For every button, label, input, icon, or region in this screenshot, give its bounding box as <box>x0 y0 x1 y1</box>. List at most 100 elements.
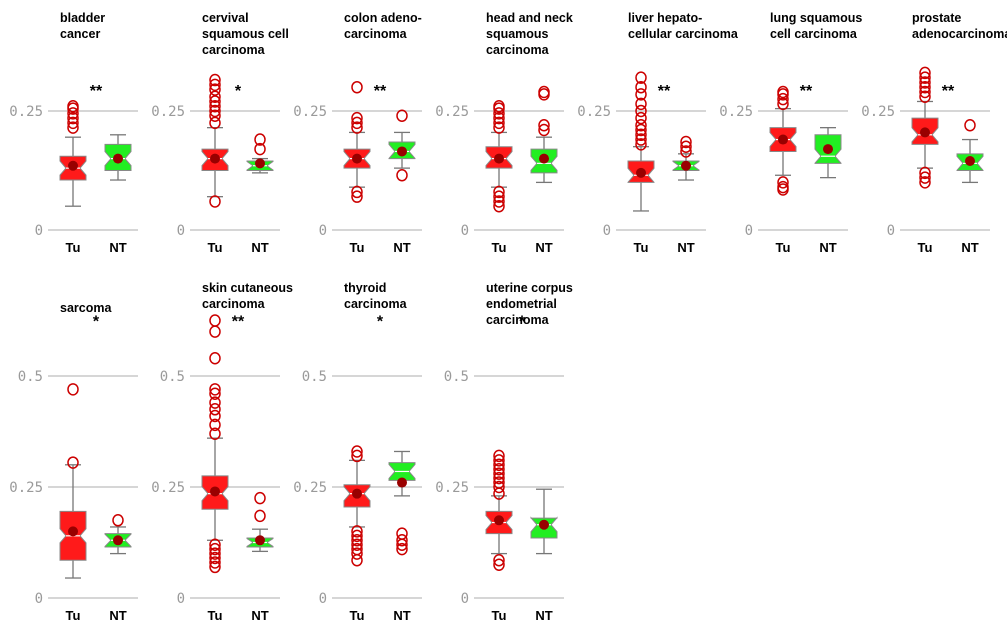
outlier-point <box>635 133 647 146</box>
mean-marker <box>68 160 78 171</box>
tumor-box: Tu <box>343 80 371 255</box>
tumor-box: Tu <box>343 445 371 623</box>
chart-panel: prostate adenocarcinoma 0 0.25 ** Tu NT <box>861 11 1007 255</box>
category-label: Tu <box>66 608 81 623</box>
mean-marker <box>539 153 549 164</box>
outlier-point <box>964 119 976 132</box>
panel-title: colon adeno- <box>344 11 422 25</box>
mean-marker <box>255 535 265 546</box>
category-label: NT <box>109 240 126 255</box>
panel-title: carcinoma <box>486 43 550 57</box>
outlier-point <box>919 90 931 103</box>
y-tick-label: 0 <box>177 591 185 607</box>
panel-title: thyroid <box>344 281 386 295</box>
mean-marker <box>920 127 930 138</box>
category-label: Tu <box>776 240 791 255</box>
outlier-point <box>209 427 221 440</box>
outlier-point <box>777 85 789 99</box>
normal-box: NT <box>388 109 416 255</box>
outlier-point <box>209 396 221 409</box>
normal-box: NT <box>104 134 132 255</box>
outlier-point <box>777 92 789 106</box>
panel-title: sarcoma <box>60 301 112 315</box>
y-tick-label: 0.25 <box>151 104 185 120</box>
outlier-point <box>351 547 363 560</box>
y-tick-label: 0.25 <box>861 104 895 120</box>
y-tick-label: 0.25 <box>151 480 185 496</box>
outlier-point <box>209 116 221 130</box>
outlier-point <box>635 104 647 118</box>
mean-marker <box>397 477 407 488</box>
outlier-point <box>396 534 408 547</box>
panel-title: prostate <box>912 11 961 25</box>
outlier-point <box>254 491 266 505</box>
category-label: NT <box>535 608 552 623</box>
mean-marker <box>778 134 788 145</box>
panel-title: carcinoma <box>344 297 408 311</box>
outlier-point <box>635 119 647 132</box>
normal-box: NT <box>672 135 700 255</box>
y-tick-label: 0.25 <box>9 480 43 496</box>
panel-title: cancer <box>60 27 100 41</box>
y-tick-label: 0 <box>319 591 327 607</box>
outlier-point <box>209 547 221 560</box>
mean-marker <box>636 167 646 178</box>
panel-title: carcinoma <box>486 313 550 327</box>
outlier-point <box>493 185 505 199</box>
outlier-point <box>680 140 692 153</box>
y-tick-label: 0.5 <box>160 369 185 385</box>
outlier-point <box>635 138 647 151</box>
category-label: Tu <box>208 608 223 623</box>
tumor-box: Tu <box>59 99 87 255</box>
normal-box: NT <box>246 491 274 623</box>
y-tick-label: 0.25 <box>719 104 753 120</box>
outlier-point <box>351 542 363 556</box>
outlier-point <box>351 121 363 134</box>
category-label: NT <box>535 240 552 255</box>
outlier-point <box>919 76 931 89</box>
outlier-point <box>680 135 692 149</box>
panel-title: cell carcinoma <box>770 27 858 41</box>
panel-title: adenocarcinoma <box>912 27 1007 41</box>
panel-title: head and neck <box>486 11 573 25</box>
outlier-point <box>493 462 505 476</box>
chart-panel: thyroid carcinoma 0 0.25 0.5 * Tu NT <box>293 281 422 623</box>
outlier-point <box>209 325 221 338</box>
outlier-point <box>493 467 505 480</box>
outlier-point <box>209 78 221 92</box>
outlier-point <box>493 454 505 467</box>
panel-title: carcinoma <box>344 27 408 41</box>
tumor-box: Tu <box>485 449 513 623</box>
outlier-point <box>493 554 505 567</box>
outlier-point <box>351 449 363 463</box>
y-tick-label: 0 <box>177 223 185 239</box>
mean-marker <box>210 153 220 164</box>
outlier-point <box>67 456 79 469</box>
outlier-point <box>538 85 550 99</box>
outlier-point <box>209 542 221 556</box>
category-label: NT <box>251 608 268 623</box>
panel-title: liver hepato- <box>628 11 702 25</box>
outlier-point <box>493 449 505 463</box>
outlier-point <box>635 80 647 94</box>
outlier-point <box>919 66 931 80</box>
outlier-point <box>919 176 931 189</box>
chart-panel: sarcoma 0 0.25 0.5 * Tu NT <box>9 301 138 623</box>
mean-marker <box>823 144 833 155</box>
outlier-point <box>351 525 363 538</box>
chart-panel: cervival squamous cell carcinoma 0 0.25 * Tu NT <box>151 11 289 255</box>
outlier-point <box>493 99 505 113</box>
outlier-point <box>493 116 505 130</box>
outlier-point <box>538 119 550 132</box>
outlier-point <box>254 142 266 156</box>
outlier-point <box>493 195 505 208</box>
chart-panel: uterine corpus endometrial carcinoma 0 0.25 0… <box>435 281 573 623</box>
y-tick-label: 0.25 <box>577 104 611 120</box>
outlier-point <box>209 95 221 108</box>
mean-marker <box>965 155 975 166</box>
outlier-point <box>209 109 221 123</box>
mean-marker <box>397 146 407 157</box>
outlier-point <box>777 97 789 111</box>
outlier-point <box>396 527 408 540</box>
